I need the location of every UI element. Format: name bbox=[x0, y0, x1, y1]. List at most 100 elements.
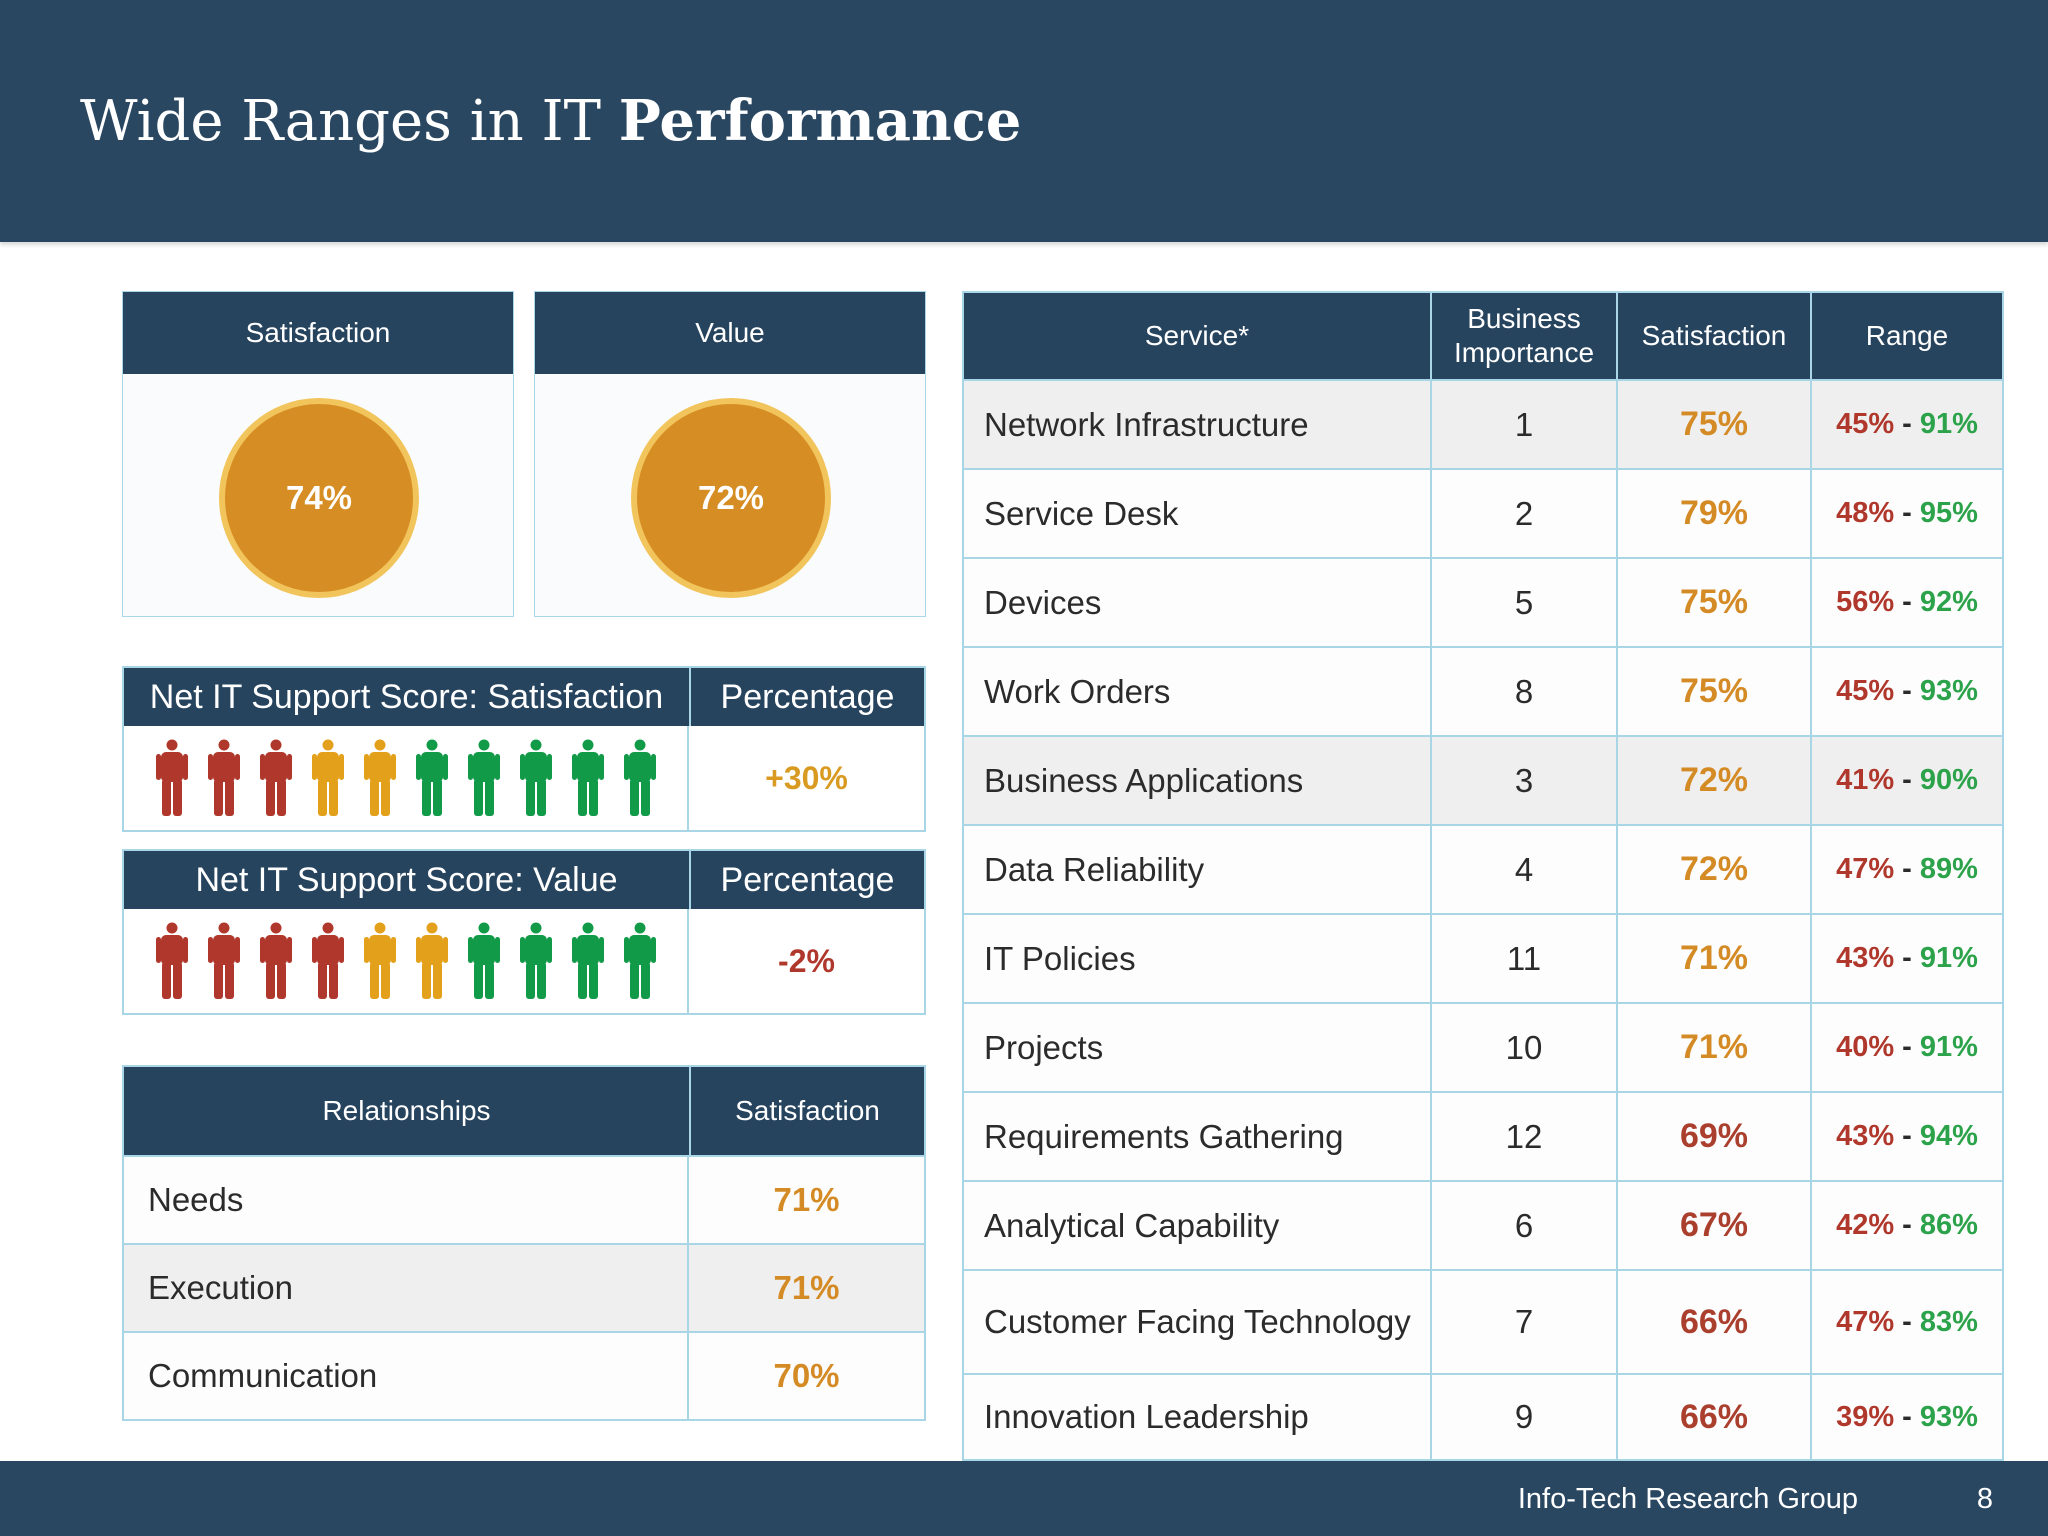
service-row: Service Desk 2 79% 48% -95% bbox=[964, 468, 2002, 557]
service-satisfaction: 75% bbox=[1618, 381, 1812, 468]
nps-value-col2: Percentage bbox=[720, 860, 895, 899]
person-icon bbox=[312, 922, 344, 1000]
range-separator: - bbox=[1902, 853, 1912, 885]
service-range: 40% -91% bbox=[1812, 1004, 2002, 1091]
satisfaction-circle: 74% bbox=[219, 398, 419, 598]
service-row: Network Infrastructure 1 75% 45% -91% bbox=[964, 379, 2002, 468]
service-name: Devices bbox=[964, 559, 1432, 646]
person-icon bbox=[572, 739, 604, 817]
relationships-col-header: Relationships bbox=[124, 1067, 691, 1155]
people-row bbox=[124, 909, 689, 1013]
nps-satisfaction-col2: Percentage bbox=[720, 677, 895, 716]
service-range: 45% -91% bbox=[1812, 381, 2002, 468]
business-importance: 11 bbox=[1432, 915, 1618, 1002]
range-low: 41% bbox=[1836, 764, 1895, 796]
business-importance: 7 bbox=[1432, 1271, 1618, 1373]
person-icon bbox=[260, 922, 292, 1000]
relationship-name: Execution bbox=[124, 1245, 689, 1331]
person-icon bbox=[468, 739, 500, 817]
footer-org: Info-Tech Research Group bbox=[1517, 1483, 1858, 1515]
service-row: Innovation Leadership 9 66% 39% -93% bbox=[964, 1373, 2002, 1459]
person-icon bbox=[312, 739, 344, 817]
service-satisfaction: 66% bbox=[1618, 1375, 1812, 1459]
satisfaction-card-label: Satisfaction bbox=[123, 292, 513, 374]
business-importance: 1 bbox=[1432, 381, 1618, 468]
service-row: Projects 10 71% 40% -91% bbox=[964, 1002, 2002, 1091]
business-importance: 8 bbox=[1432, 648, 1618, 735]
relationship-value: 71% bbox=[773, 1269, 840, 1306]
service-satisfaction: 71% bbox=[1618, 915, 1812, 1002]
page-title-bold: Performance bbox=[618, 88, 1022, 154]
service-name: Work Orders bbox=[964, 648, 1432, 735]
person-icon bbox=[156, 922, 188, 1000]
service-name: Data Reliability bbox=[964, 826, 1432, 913]
service-range: 47% -89% bbox=[1812, 826, 2002, 913]
range-high: 94% bbox=[1919, 1120, 1978, 1152]
relationships-header: Relationships Satisfaction bbox=[124, 1067, 924, 1155]
business-importance: 12 bbox=[1432, 1093, 1618, 1180]
range-low: 48% bbox=[1836, 497, 1895, 529]
relationships-table: Relationships Satisfaction Needs 71% Exe… bbox=[122, 1065, 926, 1421]
footer: Info-Tech Research Group 8 bbox=[0, 1461, 2048, 1536]
service-range: 56% -92% bbox=[1812, 559, 2002, 646]
service-table-body: Network Infrastructure 1 75% 45% -91% Service… bbox=[964, 379, 2002, 1459]
person-icon bbox=[468, 922, 500, 1000]
range-high: 90% bbox=[1919, 764, 1978, 796]
service-name: Analytical Capability bbox=[964, 1182, 1432, 1269]
nps-value-body: -2% bbox=[124, 909, 924, 1013]
service-satisfaction: 66% bbox=[1618, 1271, 1812, 1373]
range-low: 42% bbox=[1836, 1209, 1895, 1241]
person-icon bbox=[156, 739, 188, 817]
person-icon bbox=[624, 922, 656, 1000]
relationship-row: Needs 71% bbox=[124, 1155, 924, 1243]
range-high: 91% bbox=[1919, 1031, 1978, 1063]
service-satisfaction: 71% bbox=[1618, 1004, 1812, 1091]
service-row: Analytical Capability 6 67% 42% -86% bbox=[964, 1180, 2002, 1269]
person-icon bbox=[416, 739, 448, 817]
nps-satisfaction-body: +30% bbox=[124, 726, 924, 830]
importance-col-header: Business Importance bbox=[1432, 293, 1618, 379]
people-row bbox=[124, 726, 689, 830]
range-separator: - bbox=[1902, 408, 1912, 440]
service-row: Devices 5 75% 56% -92% bbox=[964, 557, 2002, 646]
person-icon bbox=[520, 739, 552, 817]
service-name: IT Policies bbox=[964, 915, 1432, 1002]
relationships-satisfaction-header: Satisfaction bbox=[735, 1095, 880, 1126]
service-satisfaction: 67% bbox=[1618, 1182, 1812, 1269]
value-circle: 72% bbox=[631, 398, 831, 598]
range-high: 93% bbox=[1919, 675, 1978, 707]
person-icon bbox=[364, 922, 396, 1000]
relationship-value: 70% bbox=[773, 1357, 840, 1394]
service-name: Service Desk bbox=[964, 470, 1432, 557]
person-icon bbox=[520, 922, 552, 1000]
person-icon bbox=[208, 922, 240, 1000]
range-low: 45% bbox=[1836, 675, 1895, 707]
range-high: 95% bbox=[1919, 497, 1978, 529]
range-high: 91% bbox=[1919, 942, 1978, 974]
value-card-label: Value bbox=[535, 292, 925, 374]
service-name: Projects bbox=[964, 1004, 1432, 1091]
range-high: 93% bbox=[1919, 1400, 1978, 1433]
range-low: 43% bbox=[1836, 942, 1895, 974]
service-range: 43% -94% bbox=[1812, 1093, 2002, 1180]
service-row: Work Orders 8 75% 45% -93% bbox=[964, 646, 2002, 735]
service-name: Business Applications bbox=[964, 737, 1432, 824]
range-separator: - bbox=[1902, 1209, 1912, 1241]
business-importance: 4 bbox=[1432, 826, 1618, 913]
range-high: 86% bbox=[1919, 1209, 1978, 1241]
relationship-value: 71% bbox=[773, 1181, 840, 1218]
range-low: 47% bbox=[1836, 853, 1895, 885]
nps-value-header: Net IT Support Score: Value Percentage bbox=[124, 851, 924, 909]
person-icon bbox=[572, 922, 604, 1000]
nps-satisfaction-value: +30% bbox=[765, 759, 848, 796]
range-col-header: Range bbox=[1865, 320, 1949, 351]
person-icon bbox=[624, 739, 656, 817]
range-separator: - bbox=[1902, 942, 1912, 974]
person-icon bbox=[364, 739, 396, 817]
page-title: Wide Ranges in IT Performance bbox=[80, 88, 1021, 154]
service-row: IT Policies 11 71% 43% -91% bbox=[964, 913, 2002, 1002]
relationship-row: Execution 71% bbox=[124, 1243, 924, 1331]
business-importance: 10 bbox=[1432, 1004, 1618, 1091]
range-separator: - bbox=[1902, 586, 1912, 618]
service-satisfaction: 69% bbox=[1618, 1093, 1812, 1180]
